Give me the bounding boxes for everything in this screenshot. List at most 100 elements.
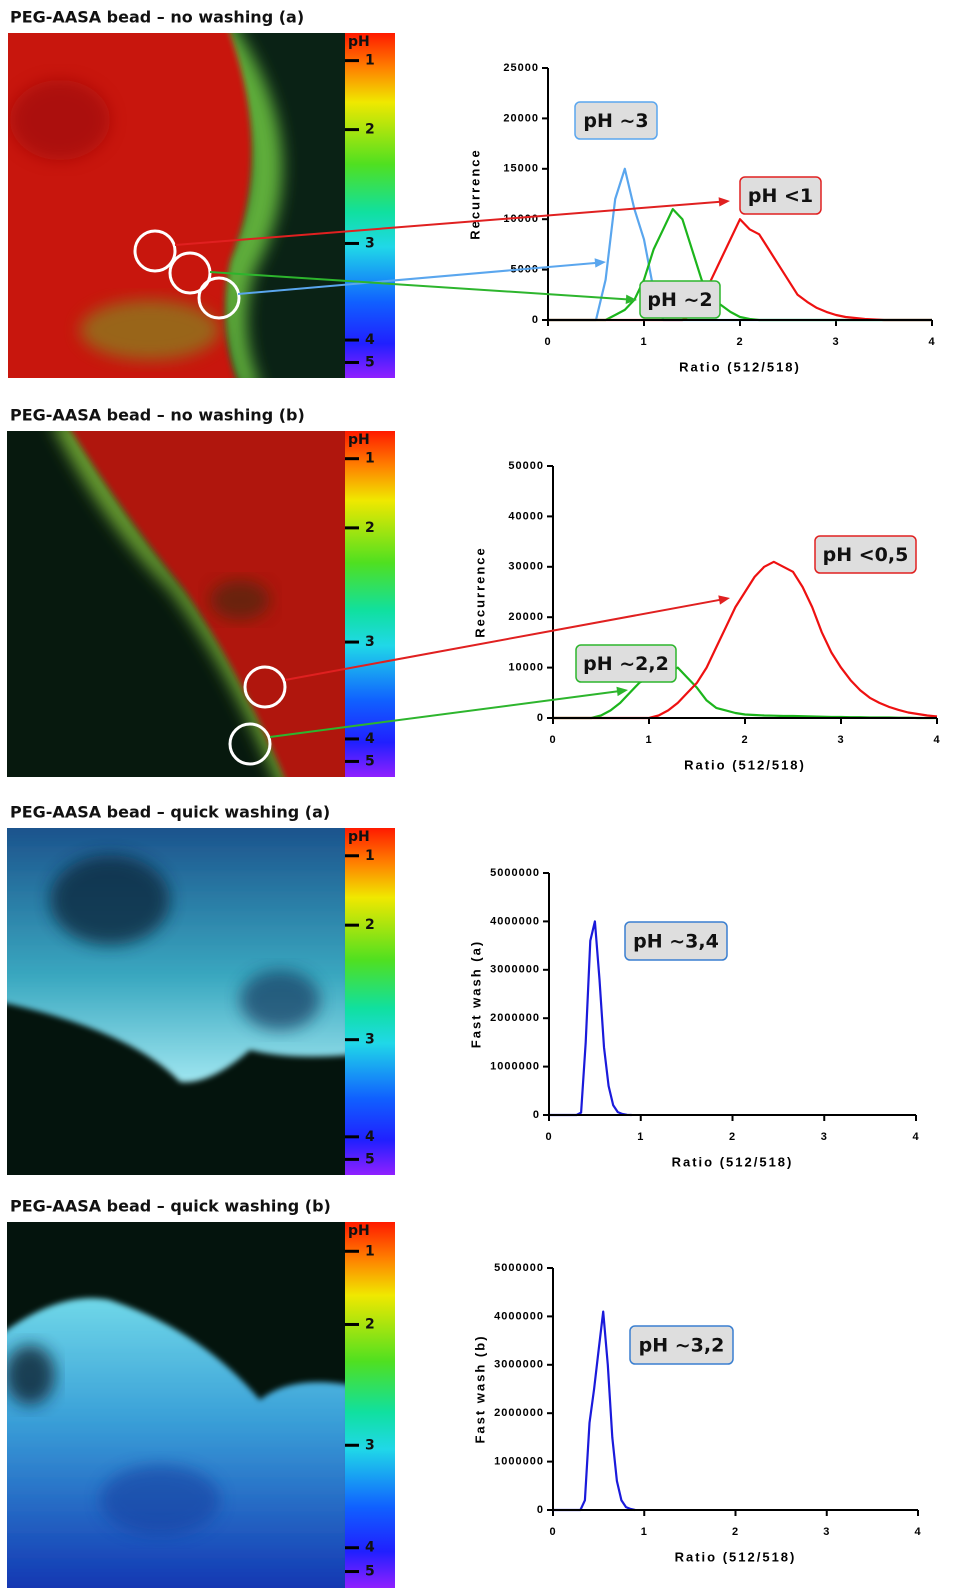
x-tick-label: 1 — [640, 336, 647, 348]
annotation: pH <0,5 — [823, 544, 909, 566]
annotation: pH ~2 — [647, 289, 712, 311]
x-tick-label: 2 — [729, 1131, 736, 1143]
y-tick-label: 15000 — [503, 163, 539, 175]
y-tick-label: 0 — [532, 314, 539, 326]
annotation: pH ~2,2 — [583, 653, 669, 675]
colorbar-tick-label: 5 — [365, 753, 375, 769]
annotation-box — [629, 1325, 734, 1365]
y-tick-label: 30000 — [508, 561, 544, 573]
colorbar — [345, 33, 395, 378]
x-tick-label: 2 — [732, 1526, 739, 1538]
y-tick-label: 1000000 — [494, 1456, 544, 1468]
annotation-box — [574, 101, 658, 140]
panel-title: PEG-AASA bead – no washing (b) — [10, 406, 305, 425]
x-tick-label: 4 — [928, 336, 935, 348]
colorbar-tick-label: 2 — [365, 122, 375, 138]
y-tick-label: 3000000 — [494, 1359, 544, 1371]
colorbar-tick-label: 3 — [365, 1032, 375, 1048]
y-axis-label: Recurrence — [467, 148, 482, 240]
colorbar — [345, 431, 395, 777]
region-circle — [133, 229, 177, 273]
annotation: pH ~3,4 — [633, 931, 719, 953]
colorbar — [345, 1222, 395, 1588]
x-tick-label: 0 — [549, 734, 556, 746]
y-tick-label: 3000000 — [490, 964, 540, 976]
y-axis-label: Fast wash (b) — [472, 1334, 487, 1443]
x-tick-label: 2 — [736, 336, 743, 348]
colorbar-tick-label: 5 — [365, 1151, 375, 1167]
colorbar-tick-label: 3 — [365, 634, 375, 650]
y-tick-label: 1000000 — [490, 1061, 540, 1073]
colorbar-tick-label: 1 — [365, 848, 375, 864]
x-axis-label: Ratio (512/518) — [684, 757, 806, 772]
x-tick-label: 0 — [545, 1131, 552, 1143]
annotation: pH ~3,2 — [639, 1335, 725, 1357]
panel-title: PEG-AASA bead – no washing (a) — [10, 8, 304, 27]
x-tick-label: 0 — [544, 336, 551, 348]
colorbar-tick-label: 2 — [365, 520, 375, 536]
y-tick-label: 20000 — [503, 112, 539, 124]
colorbar-tick-label: 4 — [365, 731, 375, 747]
y-tick-label: 4000000 — [494, 1310, 544, 1322]
x-tick-label: 4 — [914, 1526, 921, 1538]
arrow-head — [594, 258, 606, 268]
x-axis-label: Ratio (512/518) — [679, 359, 801, 374]
colorbar-tick-label: 3 — [365, 1437, 375, 1453]
arrow — [284, 598, 723, 681]
arrow — [237, 261, 599, 295]
colorbar-tick-label: 5 — [365, 1564, 375, 1580]
annotation-box — [624, 921, 728, 961]
colorbar-tick-label: 4 — [365, 1129, 375, 1145]
x-tick-label: 3 — [832, 336, 839, 348]
y-tick-label: 5000000 — [490, 867, 540, 879]
histogram-line — [553, 1310, 636, 1512]
arrow-head — [718, 197, 730, 207]
x-axis-label: Ratio (512/518) — [675, 1549, 797, 1564]
colorbar-label: pH — [348, 829, 370, 845]
micrograph — [7, 1222, 345, 1588]
y-tick-label: 0 — [537, 712, 544, 724]
region-circle — [243, 665, 287, 709]
annotation-box — [575, 644, 677, 683]
colorbar-label: pH — [348, 432, 370, 448]
arrow-head — [625, 294, 637, 304]
histogram-line — [548, 208, 932, 322]
arrow-head — [616, 686, 628, 697]
y-tick-label: 5000000 — [494, 1262, 544, 1274]
panel-title: PEG-AASA bead – quick washing (b) — [10, 1197, 331, 1216]
y-tick-label: 20000 — [508, 611, 544, 623]
y-axis-label: Fast wash (a) — [468, 940, 483, 1048]
colorbar-label: pH — [348, 34, 370, 50]
y-tick-label: 0 — [537, 1504, 544, 1516]
x-tick-label: 1 — [637, 1131, 644, 1143]
colorbar — [345, 828, 395, 1175]
histogram-line — [549, 920, 632, 1117]
y-tick-label: 2000000 — [490, 1012, 540, 1024]
colorbar-label: pH — [348, 1223, 370, 1239]
histogram-line — [553, 560, 938, 720]
y-tick-label: 2000000 — [494, 1407, 544, 1419]
micrograph — [7, 431, 345, 777]
x-tick-label: 3 — [823, 1526, 830, 1538]
annotation-box — [739, 176, 822, 215]
colorbar-tick-label: 3 — [365, 235, 375, 251]
panel-title: PEG-AASA bead – quick washing (a) — [10, 803, 330, 822]
y-tick-label: 40000 — [508, 510, 544, 522]
arrow — [269, 690, 621, 738]
micrograph — [8, 33, 345, 378]
region-circle — [197, 276, 241, 320]
y-tick-label: 0 — [533, 1109, 540, 1121]
x-tick-label: 4 — [912, 1131, 919, 1143]
y-tick-label: 25000 — [503, 62, 539, 74]
annotation: pH ~3 — [583, 110, 648, 132]
x-tick-label: 0 — [549, 1526, 556, 1538]
colorbar-tick-label: 1 — [365, 53, 375, 69]
x-tick-label: 3 — [821, 1131, 828, 1143]
x-tick-label: 2 — [741, 734, 748, 746]
colorbar-tick-label: 5 — [365, 354, 375, 370]
region-circle — [228, 722, 272, 766]
annotation: pH <1 — [748, 185, 813, 207]
colorbar-tick-label: 4 — [365, 1540, 375, 1556]
colorbar-tick-label: 2 — [365, 1316, 375, 1332]
